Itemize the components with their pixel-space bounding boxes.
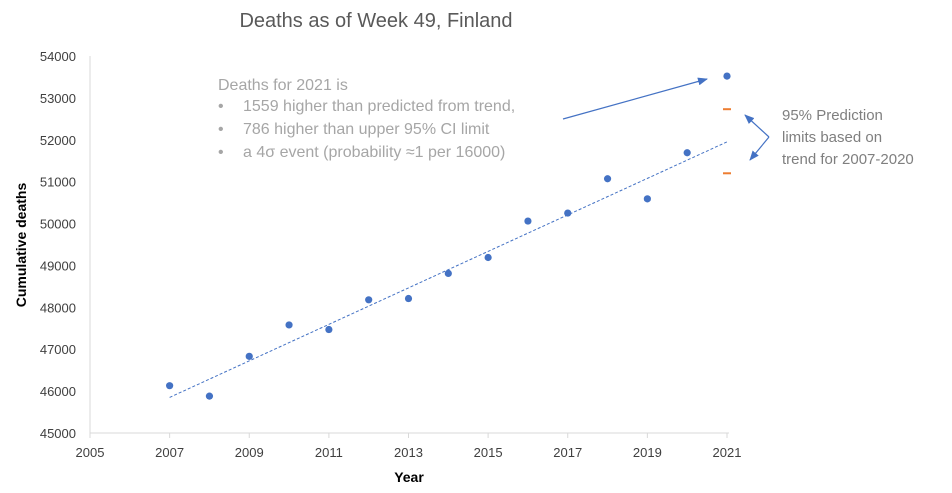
data-point — [723, 72, 731, 80]
annotation-arrow — [562, 77, 708, 120]
data-point — [205, 392, 214, 400]
data-point — [683, 149, 691, 157]
prediction-limits — [723, 108, 731, 175]
y-tick-label: 50000 — [40, 217, 76, 232]
chart-title: Deaths as of Week 49, Finland — [239, 10, 512, 32]
data-point — [166, 382, 174, 390]
data-point — [564, 209, 572, 217]
x-tick-label: 2009 — [235, 445, 264, 460]
data-point — [404, 294, 413, 303]
annotation-bullet-marker: • — [218, 121, 224, 138]
x-tick-label: 2011 — [315, 445, 343, 460]
bracket-arrow-up — [744, 114, 770, 138]
x-tick-label: 2015 — [474, 445, 503, 460]
data-point — [325, 325, 333, 334]
side-note-line-2: limits based on — [782, 129, 882, 146]
y-axis-title: Cumulative deaths — [13, 183, 29, 308]
data-point — [285, 321, 293, 329]
annotation-bullet-marker: • — [218, 144, 224, 161]
annotation-bullet-2: 786 higher than upper 95% CI limit — [243, 121, 490, 138]
y-tick-label: 54000 — [40, 49, 76, 64]
data-point — [603, 175, 612, 183]
x-tick-label: 2013 — [394, 445, 423, 460]
y-tick-label: 46000 — [40, 384, 76, 399]
data-point — [643, 195, 651, 203]
annotation-heading: Deaths for 2021 is — [218, 77, 348, 94]
annotation-bullet-3: a 4σ event (probability ≈1 per 16000) — [243, 144, 505, 161]
y-tick-label: 53000 — [40, 91, 76, 106]
trendline-layer — [169, 141, 728, 398]
annotation-block: Deaths for 2021 is • 1559 higher than pr… — [218, 77, 515, 161]
data-point — [484, 253, 492, 262]
x-tick-label: 2007 — [155, 445, 184, 460]
side-note-line-3: trend for 2007-2020 — [782, 151, 914, 168]
annotation-bullet-marker: • — [218, 98, 224, 115]
data-point — [524, 217, 532, 225]
y-tick-label: 47000 — [40, 342, 76, 357]
x-tick-label: 2017 — [553, 445, 582, 460]
y-tick-label: 45000 — [40, 426, 76, 441]
trendline — [169, 141, 728, 398]
bracket-arrow-down — [749, 136, 770, 161]
x-tick-label: 2021 — [713, 445, 742, 460]
x-tick-label: 2019 — [633, 445, 662, 460]
y-tick-label: 52000 — [40, 133, 76, 148]
data-point — [444, 269, 452, 278]
x-tick-label: 2005 — [76, 445, 105, 460]
data-points — [166, 72, 731, 400]
axes: 45000 46000 47000 48000 49000 50000 51000 52000… — [40, 49, 742, 460]
data-point — [365, 296, 373, 304]
side-note-line-1: 95% Prediction — [782, 107, 883, 124]
data-point — [245, 352, 253, 360]
y-tick-label: 48000 — [40, 300, 76, 315]
side-note: 95% Prediction limits based on trend for… — [782, 107, 914, 168]
x-axis-title: Year — [394, 469, 424, 485]
annotation-bullet-1: 1559 higher than predicted from trend, — [243, 98, 515, 115]
y-tick-label: 49000 — [40, 258, 76, 273]
side-note-bracket — [744, 114, 770, 161]
y-tick-label: 51000 — [40, 175, 76, 190]
